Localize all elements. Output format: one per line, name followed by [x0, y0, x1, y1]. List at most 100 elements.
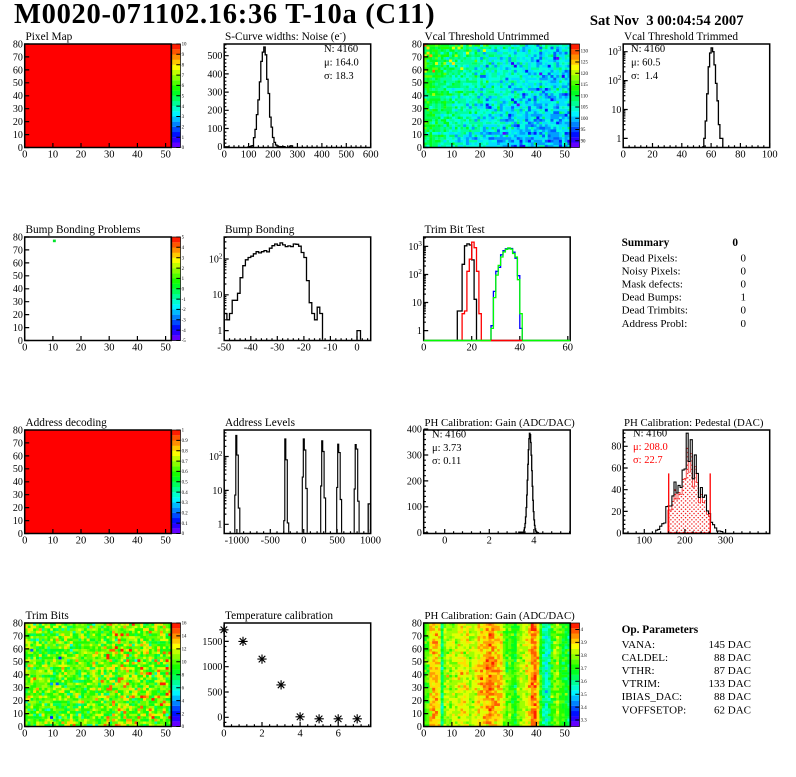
svg-text:7: 7: [182, 74, 185, 79]
svg-text:0: 0: [22, 342, 27, 353]
svg-text:8: 8: [182, 674, 185, 679]
svg-text:Trim Bit Test: Trim Bit Test: [425, 224, 486, 236]
svg-text:μ: 208.0: μ: 208.0: [633, 442, 668, 453]
svg-text:8: 8: [182, 63, 185, 68]
svg-text:1000: 1000: [360, 535, 381, 546]
svg-text:3: 3: [182, 256, 185, 261]
svg-text:-20: -20: [297, 342, 311, 353]
svg-text:400: 400: [314, 149, 330, 160]
svg-text:400: 400: [207, 69, 222, 80]
svg-text:20: 20: [475, 149, 486, 160]
svg-text:100: 100: [407, 502, 422, 513]
svg-text:88 DAC: 88 DAC: [714, 652, 751, 664]
svg-text:30: 30: [412, 104, 422, 115]
svg-text:80: 80: [412, 618, 422, 629]
svg-text:100: 100: [241, 149, 257, 160]
svg-text:60: 60: [13, 258, 23, 269]
svg-text:Sat Nov 3 00:04:54 2007: Sat Nov 3 00:04:54 2007: [590, 13, 744, 29]
svg-text:16: 16: [182, 622, 187, 627]
svg-text:M0020-071102.16:36 T-10a (C11): M0020-071102.16:36 T-10a (C11): [14, 0, 435, 30]
svg-text:0: 0: [182, 532, 185, 537]
svg-text:10: 10: [48, 149, 59, 160]
svg-text:-4: -4: [182, 329, 187, 334]
svg-text:0: 0: [616, 529, 621, 540]
svg-text:200: 200: [207, 106, 222, 117]
svg-text:20: 20: [611, 507, 621, 518]
svg-text:0: 0: [182, 146, 185, 151]
svg-text:Op. Parameters: Op. Parameters: [622, 624, 699, 636]
svg-text:1: 1: [217, 326, 222, 337]
svg-text:3.7: 3.7: [581, 667, 588, 672]
svg-text:4: 4: [531, 535, 537, 546]
svg-text:0.6: 0.6: [182, 470, 189, 475]
svg-text:40: 40: [412, 670, 422, 681]
svg-text:300: 300: [290, 149, 306, 160]
svg-text:200: 200: [677, 535, 693, 546]
svg-text:20: 20: [475, 728, 486, 739]
svg-text:40: 40: [531, 149, 542, 160]
svg-text:30: 30: [104, 535, 115, 546]
svg-text:0: 0: [217, 713, 222, 724]
svg-text:0: 0: [221, 728, 226, 739]
svg-text:Temperature calibration: Temperature calibration: [225, 610, 333, 622]
svg-text:-500: -500: [261, 535, 280, 546]
svg-text:80: 80: [611, 442, 621, 453]
svg-text:95: 95: [581, 128, 586, 133]
svg-text:50: 50: [160, 342, 171, 353]
svg-text:Dead Trimbits:: Dead Trimbits:: [622, 305, 688, 317]
svg-text:0: 0: [217, 142, 222, 153]
svg-text:-5: -5: [182, 339, 187, 344]
svg-text:40: 40: [611, 485, 621, 496]
svg-text:0: 0: [417, 722, 422, 733]
svg-text:88 DAC: 88 DAC: [714, 691, 751, 703]
svg-text:100: 100: [762, 149, 778, 160]
svg-text:-40: -40: [244, 342, 258, 353]
svg-text:N: 4160: N: 4160: [631, 44, 665, 55]
svg-text:50: 50: [160, 728, 171, 739]
svg-text:20: 20: [76, 535, 87, 546]
svg-text:0: 0: [741, 305, 747, 317]
svg-text:4: 4: [182, 105, 185, 110]
svg-text:Mask defects:: Mask defects:: [622, 279, 683, 291]
svg-text:30: 30: [13, 683, 23, 694]
svg-text:20: 20: [466, 342, 477, 353]
svg-text:μ: 60.5: μ: 60.5: [631, 58, 661, 69]
svg-text:0.2: 0.2: [182, 512, 189, 517]
svg-text:-3: -3: [182, 319, 187, 324]
svg-text:0: 0: [222, 149, 227, 160]
svg-text:0: 0: [18, 336, 23, 347]
svg-text:30: 30: [104, 342, 115, 353]
svg-text:0.7: 0.7: [182, 460, 189, 465]
svg-text:60: 60: [563, 342, 574, 353]
svg-text:70: 70: [13, 245, 23, 256]
svg-text:12: 12: [182, 648, 187, 653]
svg-text:10: 10: [13, 323, 23, 334]
svg-text:3.4: 3.4: [581, 706, 588, 711]
svg-text:0: 0: [442, 535, 447, 546]
svg-text:0: 0: [732, 237, 738, 249]
svg-text:PH Calibration: Gain (ADC/DAC): PH Calibration: Gain (ADC/DAC): [425, 610, 576, 622]
svg-text:0.1: 0.1: [182, 522, 189, 527]
svg-text:Summary: Summary: [622, 237, 670, 249]
svg-text:-2: -2: [182, 308, 187, 313]
svg-text:-10: -10: [323, 342, 337, 353]
svg-text:0.4: 0.4: [182, 491, 189, 496]
svg-text:IBIAS_DAC:: IBIAS_DAC:: [622, 691, 683, 703]
svg-text:0: 0: [354, 342, 359, 353]
svg-text:80: 80: [412, 39, 422, 50]
svg-text:60: 60: [13, 644, 23, 655]
svg-text:30: 30: [503, 728, 514, 739]
svg-text:10: 10: [13, 516, 23, 527]
svg-text:10: 10: [48, 342, 59, 353]
svg-text:-1: -1: [182, 298, 187, 303]
svg-text:20: 20: [76, 728, 87, 739]
svg-text:50: 50: [13, 657, 23, 668]
svg-text:70: 70: [13, 631, 23, 642]
svg-text:90: 90: [581, 139, 586, 144]
svg-text:N: 4160: N: 4160: [324, 44, 358, 55]
svg-text:0: 0: [182, 287, 185, 292]
svg-text:40: 40: [412, 91, 422, 102]
svg-text:0.5: 0.5: [182, 480, 189, 485]
svg-text:500: 500: [329, 535, 345, 546]
svg-text:20: 20: [13, 696, 23, 707]
